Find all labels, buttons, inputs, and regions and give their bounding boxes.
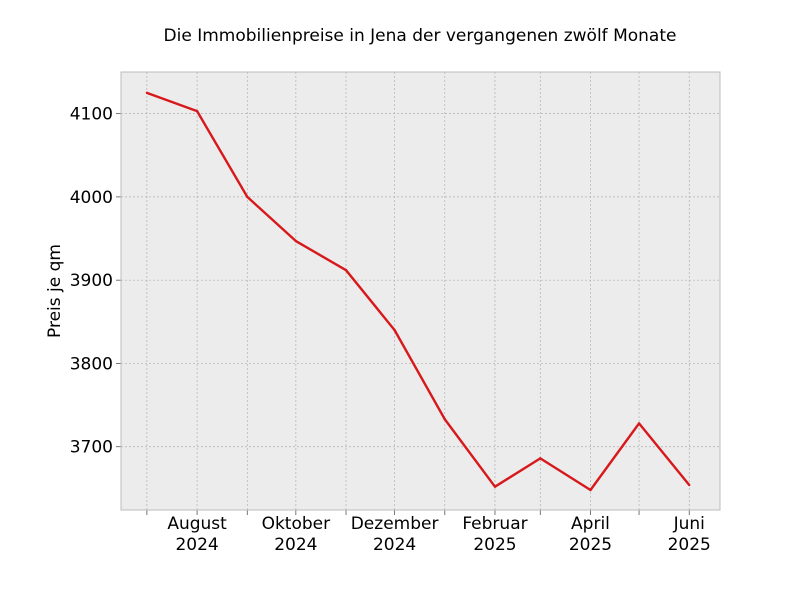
x-tick-label: April: [571, 514, 610, 534]
data-point: [539, 457, 542, 460]
x-tick-label: Juni: [673, 514, 705, 534]
y-axis-label: Preis je qm: [45, 244, 65, 338]
x-tick-label: Oktober: [262, 514, 331, 534]
data-point: [195, 109, 199, 113]
data-point: [637, 422, 641, 425]
y-tick-label: 3800: [70, 354, 113, 374]
data-point: [294, 239, 298, 243]
y-tick-label: 4100: [70, 105, 113, 125]
axis-ticks: 37003800390040004100August2024Oktober202…: [70, 105, 711, 555]
x-tick-label: Februar: [462, 514, 527, 534]
series-line: [146, 91, 691, 492]
y-tick-label: 4000: [70, 188, 113, 208]
data-point: [493, 485, 497, 488]
x-tick-label-year: 2025: [473, 535, 516, 555]
y-tick-label: 3700: [70, 438, 113, 458]
plot-frame: [120, 71, 721, 511]
series-layer: [145, 91, 691, 492]
x-tick-label-year: 2024: [175, 535, 218, 555]
data-point: [688, 483, 691, 487]
plot-background: [121, 72, 720, 510]
data-point: [145, 91, 149, 95]
x-tick-label-year: 2025: [569, 535, 612, 555]
data-point: [589, 488, 592, 492]
y-tick-label: 3900: [70, 271, 113, 291]
x-tick-label-year: 2025: [668, 535, 711, 555]
x-tick-label: Dezember: [351, 514, 439, 534]
x-tick-label-year: 2024: [274, 535, 317, 555]
x-tick-label: August: [167, 514, 227, 534]
data-point: [344, 268, 348, 272]
grid: [121, 72, 720, 510]
data-point: [443, 418, 446, 421]
data-point: [393, 328, 396, 332]
chart-title: Die Immobilienpreise in Jena der vergang…: [163, 26, 677, 46]
data-point: [246, 195, 249, 199]
x-tick-label-year: 2024: [373, 535, 416, 555]
